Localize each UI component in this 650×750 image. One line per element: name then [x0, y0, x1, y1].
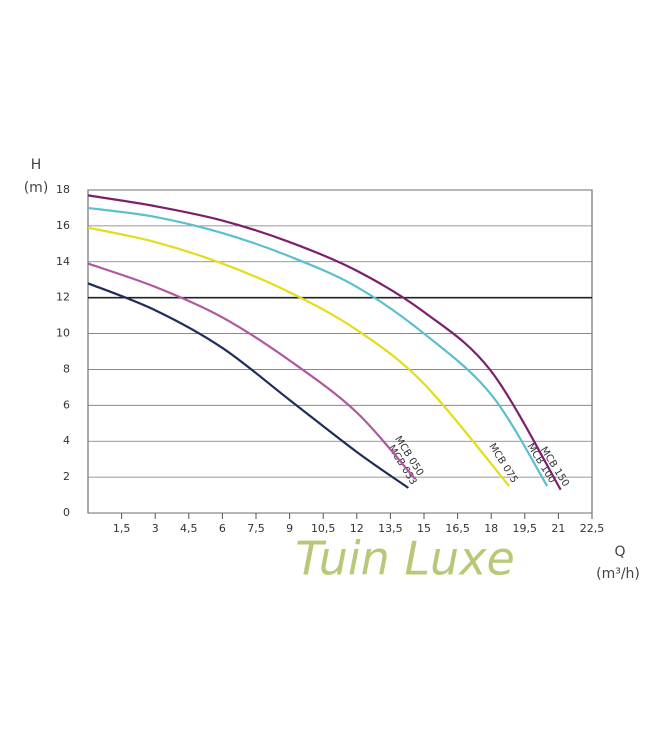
y-tick-label: 10 [56, 327, 70, 340]
y-tick-label: 18 [56, 183, 70, 196]
x-tick-label: 15 [417, 522, 431, 535]
x-tick-label: 22,5 [580, 522, 605, 535]
x-tick-label: 1,5 [113, 522, 131, 535]
y-tick-label: 2 [63, 470, 70, 483]
x-tick-label: 6 [219, 522, 226, 535]
x-tick-label: 12 [350, 522, 364, 535]
y-tick-label: 6 [63, 398, 70, 411]
y-tick-label: 0 [63, 506, 70, 519]
x-tick-label: 9 [286, 522, 293, 535]
y-tick-label: 4 [63, 434, 70, 447]
x-axis-label: Q [614, 544, 625, 560]
curve [87, 206, 549, 487]
x-tick-label: 19,5 [513, 522, 538, 535]
x-tick-label: 13,5 [378, 522, 403, 535]
plot-frame [87, 189, 593, 514]
x-tick-label: 21 [551, 522, 565, 535]
x-tick-label: 3 [152, 522, 159, 535]
curve [87, 282, 409, 489]
y-tick-label: 8 [63, 362, 70, 375]
x-tick-label: 16,5 [445, 522, 470, 535]
y-tick-label: 12 [56, 291, 70, 304]
x-tick-label: 18 [484, 522, 498, 535]
x-tick-label: 10,5 [311, 522, 336, 535]
watermark: Tuin Luxe [295, 532, 515, 586]
curve [87, 226, 510, 487]
curve [87, 262, 416, 480]
x-axis-unit: (m³/h) [596, 566, 640, 582]
x-tick-label: 4,5 [180, 522, 198, 535]
y-tick-label: 14 [56, 255, 70, 268]
y-axis-label: H [31, 157, 42, 173]
curve [87, 194, 562, 491]
x-tick-label: 7,5 [247, 522, 265, 535]
y-tick-label: 16 [56, 219, 70, 232]
y-axis-unit: (m) [24, 180, 49, 196]
